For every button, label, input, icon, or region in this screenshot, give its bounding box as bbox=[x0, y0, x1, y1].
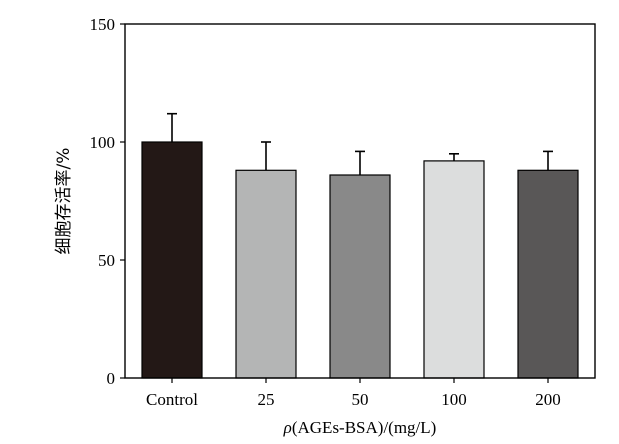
y-tick-label-100: 100 bbox=[90, 133, 116, 152]
x-axis-label: ρ(AGEs-BSA)/(mg/L) bbox=[283, 418, 437, 437]
x-axis-label-text: (AGEs-BSA)/(mg/L) bbox=[292, 418, 436, 437]
y-tick-label-150: 150 bbox=[90, 15, 116, 34]
bars-group bbox=[141, 141, 579, 379]
bar-25 bbox=[235, 169, 297, 379]
x-tick-label-25: 25 bbox=[258, 390, 275, 409]
x-tick-label-200: 200 bbox=[535, 390, 561, 409]
x-tick-label-100: 100 bbox=[441, 390, 467, 409]
y-tick-label-0: 0 bbox=[107, 369, 116, 388]
bar-200 bbox=[517, 169, 579, 379]
x-tick-label-Control: Control bbox=[146, 390, 198, 409]
y-ticks-group: 0 50 100 150 bbox=[90, 15, 125, 388]
bar-Control bbox=[141, 141, 203, 379]
x-ticks-group: Control 25 50 100 200 bbox=[146, 378, 561, 409]
error-bars-group bbox=[167, 112, 553, 175]
y-axis-label: 细胞存活率/% bbox=[54, 148, 74, 255]
bar-50 bbox=[329, 174, 391, 379]
x-axis-label-symbol: ρ bbox=[283, 418, 292, 437]
y-tick-label-50: 50 bbox=[98, 251, 115, 270]
bar-100 bbox=[423, 160, 485, 379]
x-tick-label-50: 50 bbox=[352, 390, 369, 409]
